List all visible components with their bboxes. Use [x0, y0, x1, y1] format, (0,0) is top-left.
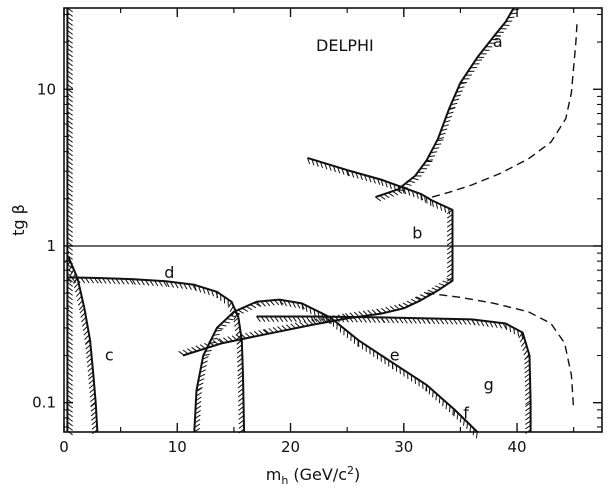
x-tick-label: 20: [281, 438, 300, 456]
curve-g: [256, 315, 532, 432]
y-tick-label: 10: [37, 80, 56, 98]
curve-e: [193, 298, 479, 433]
hatch-marks: [64, 256, 98, 435]
curve-label-f: f: [463, 404, 469, 423]
curve-label-a: a: [493, 32, 503, 51]
curve-a-dashed: [431, 21, 578, 198]
x-axis-label-xlabel_close: ): [354, 465, 360, 484]
y-tick-label: 0.1: [32, 394, 56, 412]
x-tick-label: 10: [168, 438, 187, 456]
curve-label-d: d: [164, 263, 174, 282]
y-axis-label: tg β: [9, 204, 28, 236]
x-tick-label: 40: [508, 438, 527, 456]
chart-title: DELPHI: [316, 36, 374, 55]
x-axis-label-xlabel_rest: (GeV/c: [288, 465, 347, 484]
curve-label-b: b: [412, 224, 422, 243]
plot-frame: [63, 7, 603, 433]
curve-g-dashed: [426, 292, 575, 410]
hatch-marks: [178, 157, 453, 356]
y-tick-label: 1: [46, 237, 56, 255]
x-axis-label-xlabel_main: m: [266, 465, 282, 484]
x-tick-label: 30: [394, 438, 413, 456]
x-axis-label-xlabel_sub: h: [281, 474, 288, 487]
x-axis-label: mh (GeV/c2): [266, 464, 361, 487]
hatch-marks: [66, 277, 245, 434]
curve-label-c: c: [105, 346, 114, 365]
x-tick-label: 0: [59, 438, 69, 456]
curve-label-g: g: [484, 375, 494, 394]
curve-d: [67, 276, 246, 433]
curve-a: [375, 7, 515, 199]
x-axis-label-xlabel_sup: 2: [347, 464, 354, 477]
curve-label-e: e: [390, 346, 400, 365]
curve-b: [182, 156, 454, 357]
